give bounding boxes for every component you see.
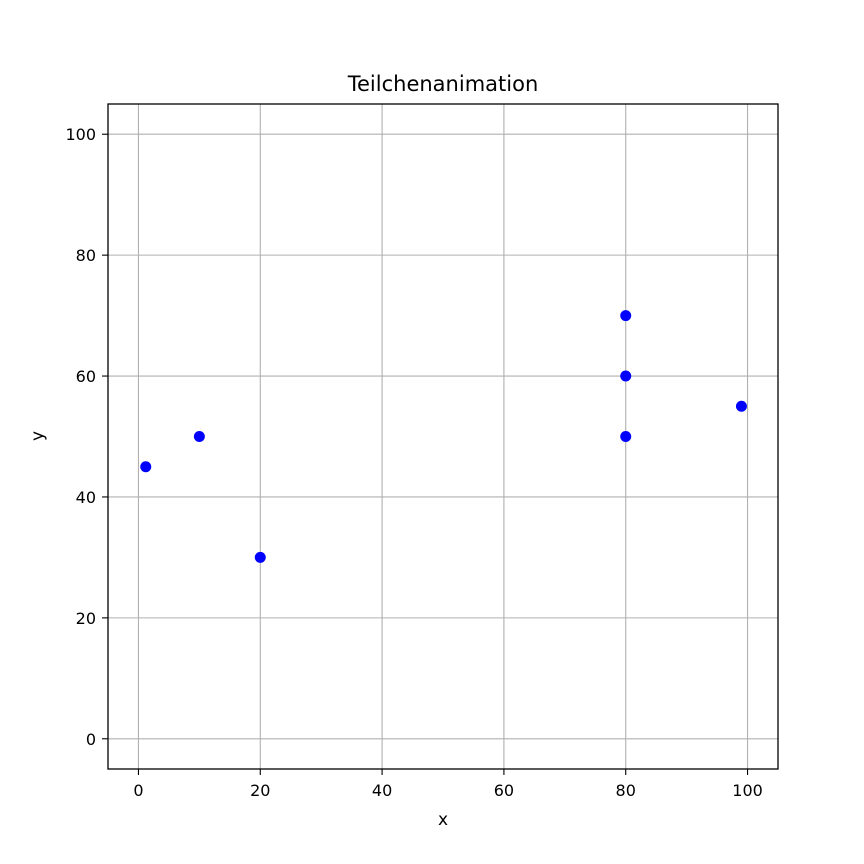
grid [108, 104, 778, 769]
data-point [254, 551, 266, 563]
data-point [735, 400, 747, 412]
data-points [140, 310, 747, 563]
plot-frame [107, 103, 779, 770]
x-tick-label: 60 [494, 781, 514, 800]
x-axis-label: x [438, 810, 448, 830]
x-tick-label: 80 [616, 781, 636, 800]
y-tick-label: 40 [76, 488, 96, 507]
data-point [620, 431, 632, 442]
x-tick-label: 40 [372, 781, 392, 800]
chart-title: Teilchenanimation [347, 72, 539, 96]
y-tick-label: 0 [86, 730, 96, 749]
data-point [620, 370, 632, 382]
y-tick-label: 60 [76, 367, 96, 386]
data-point [193, 431, 205, 442]
x-tick-label: 0 [133, 781, 143, 800]
x-tick-label: 100 [732, 781, 763, 800]
y-tick-label: 80 [76, 246, 96, 265]
y-tick-label: 20 [76, 609, 96, 628]
data-point [620, 310, 632, 322]
x-tick-label: 20 [250, 781, 270, 800]
y-axis-label: y [28, 431, 48, 441]
y-tick-label: 100 [65, 125, 96, 144]
axis-ticks: 0 20 40 60 80 100 0 20 40 60 80 100 [65, 125, 762, 800]
data-point [140, 461, 152, 473]
